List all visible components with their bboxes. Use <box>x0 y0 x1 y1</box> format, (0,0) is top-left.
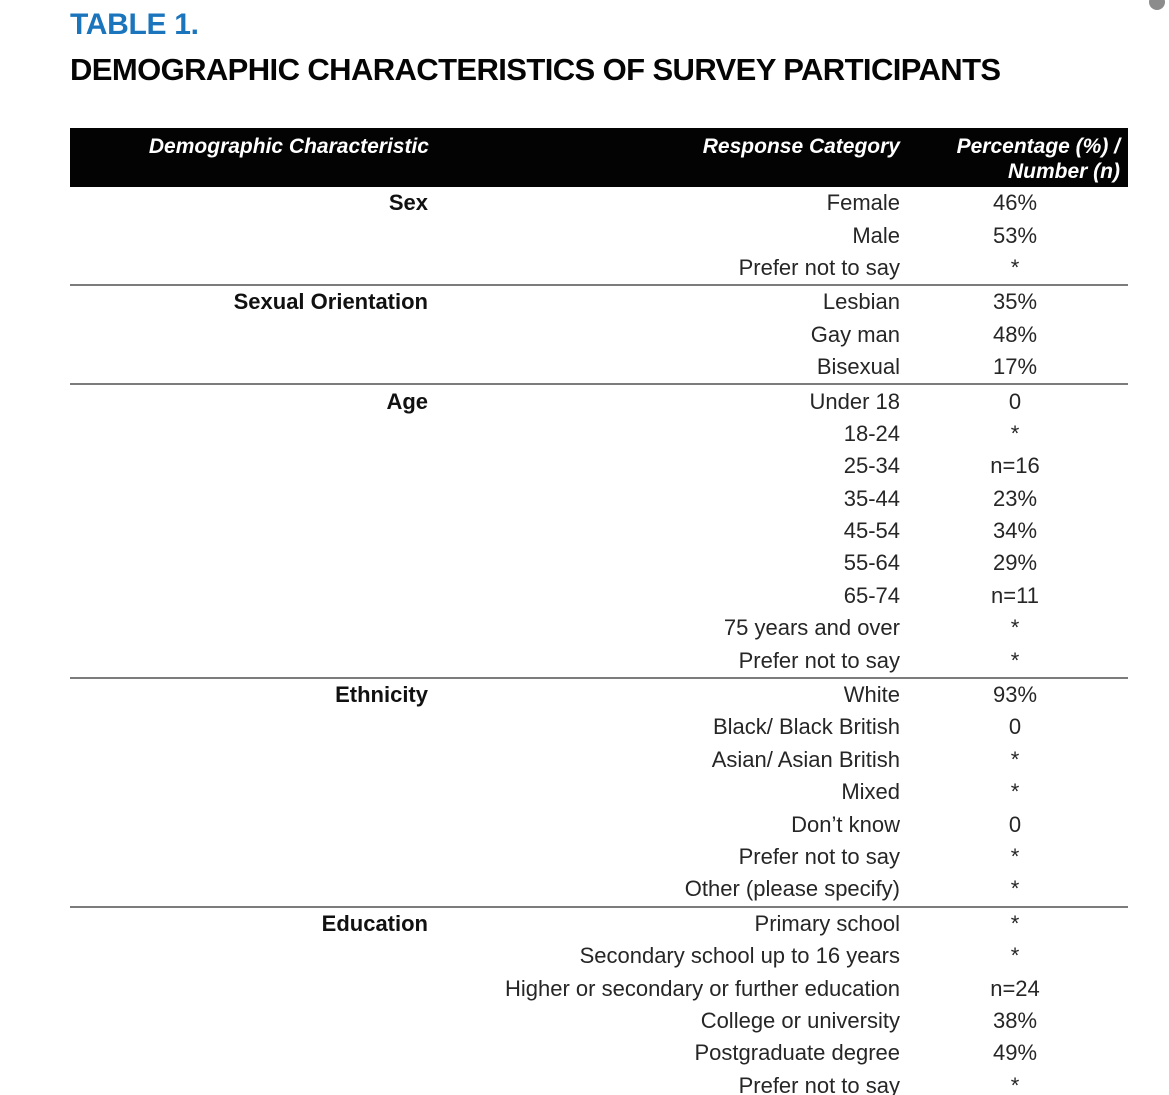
table-section: Age Under 18 0 18-24 * 25-34 n=16 35-44 23% 45-54… <box>70 383 1128 677</box>
table-body: Sex Female 46% Male 53% Prefer not to say * Sex… <box>70 187 1128 1095</box>
characteristic-label: Sexual Orientation <box>233 289 428 315</box>
percentage-value-cell: * <box>1010 1072 1020 1095</box>
response-category-cell: Prefer not to say <box>738 844 900 869</box>
column-header-percentage: Percentage (%) / Number (n) <box>956 135 1120 183</box>
percentage-value-cell: 49% <box>992 1040 1038 1066</box>
response-category-cell: Bisexual <box>816 354 900 380</box>
page-title: DEMOGRAPHIC CHARACTERISTICS OF SURVEY PA… <box>70 52 1001 87</box>
response-category-cell: Prefer not to say <box>738 1072 900 1095</box>
percentage-value-cell: 53% <box>992 222 1038 248</box>
characteristic-label: Education <box>321 910 428 936</box>
response-category-cell: 45-54 <box>843 518 900 544</box>
percentage-value-cell: * <box>1010 779 1020 805</box>
characteristic-label: Sex <box>388 190 428 216</box>
percentage-value-cell: 0 <box>1008 811 1022 837</box>
demographics-table: Demographic Characteristic Response Cate… <box>70 128 1128 1095</box>
percentage-value-cell: * <box>1010 876 1020 902</box>
percentage-value-cell: 48% <box>992 321 1038 347</box>
percentage-value-cell: * <box>1010 615 1020 641</box>
percentage-value-cell: * <box>1010 254 1020 280</box>
percentage-value-cell: 46% <box>992 190 1038 216</box>
percentage-value-cell: 38% <box>992 1007 1038 1033</box>
table-number-label: TABLE 1. <box>70 8 199 41</box>
table-section: Education Primary school * Secondary school… <box>70 905 1128 1095</box>
response-category-cell: Female <box>826 190 900 216</box>
percentage-value-cell: n=24 <box>990 975 1040 1001</box>
percentage-value-cell: 17% <box>992 354 1038 380</box>
percentage-value-cell: 29% <box>992 550 1038 576</box>
response-category-cell: 25-34 <box>843 453 900 479</box>
response-category-cell: Lesbian <box>822 289 900 315</box>
percentage-value-cell: * <box>1010 746 1020 772</box>
percentage-value-cell: 34% <box>992 518 1038 544</box>
response-category-cell: Mixed <box>841 779 900 805</box>
response-category-cell: Male <box>852 222 900 248</box>
response-category-cell: Gay man <box>810 321 900 347</box>
table-section: Ethnicity White 93% Black/ Black British 0 As… <box>70 676 1128 906</box>
response-category-cell: Prefer not to say <box>738 254 900 280</box>
characteristic-label: Age <box>386 388 428 414</box>
response-category-cell: Asian/ Asian British <box>711 746 900 772</box>
column-header-characteristic: Demographic Characteristic <box>148 135 429 158</box>
characteristic-label: Ethnicity <box>335 682 428 708</box>
response-category-cell: 55-64 <box>843 550 900 576</box>
percentage-value-cell: n=11 <box>991 582 1039 608</box>
response-category-cell: White <box>843 682 900 708</box>
response-category-cell: 75 years and over <box>723 615 900 641</box>
scrollbar-thumb[interactable] <box>1149 0 1165 10</box>
response-category-cell: Higher or secondary or further education <box>505 975 900 1001</box>
response-category-cell: Secondary school up to 16 years <box>579 943 900 969</box>
percentage-value-cell: * <box>1010 844 1020 869</box>
response-category-cell: 35-44 <box>843 485 900 511</box>
percentage-value-cell: 35% <box>992 289 1038 315</box>
response-category-cell: Other (please specify) <box>684 876 900 902</box>
response-category-cell: Black/ Black British <box>712 714 900 740</box>
table-section: Sex Female 46% Male 53% Prefer not to say * <box>70 187 1128 284</box>
response-category-cell: Primary school <box>754 910 900 936</box>
response-category-cell: 65-74 <box>843 582 900 608</box>
response-category-cell: 18-24 <box>843 420 900 446</box>
table-section: Sexual Orientation Lesbian 35% Gay man 48% Bi… <box>70 284 1128 383</box>
percentage-value-cell: * <box>1010 420 1020 446</box>
percentage-value-cell: 23% <box>992 485 1038 511</box>
percentage-value-cell: * <box>1010 647 1020 673</box>
percentage-value-cell: n=16 <box>990 453 1040 479</box>
percentage-value-cell: 93% <box>992 682 1038 708</box>
response-category-cell: Under 18 <box>809 388 900 414</box>
response-category-cell: Don’t know <box>791 811 900 837</box>
table-content: TABLE 1. DEMOGRAPHIC CHARACTERISTICS OF … <box>70 8 1128 1095</box>
percentage-value-cell: 0 <box>1008 714 1022 740</box>
table-header-row: Demographic Characteristic Response Cate… <box>70 128 1128 187</box>
column-header-response-category: Response Category <box>702 135 900 158</box>
percentage-value-cell: * <box>1010 943 1020 969</box>
response-category-cell: Postgraduate degree <box>694 1040 901 1066</box>
percentage-value-cell: 0 <box>1008 388 1022 414</box>
response-category-cell: College or university <box>700 1007 900 1033</box>
percentage-value-cell: * <box>1010 910 1020 936</box>
response-category-cell: Prefer not to say <box>738 647 900 673</box>
